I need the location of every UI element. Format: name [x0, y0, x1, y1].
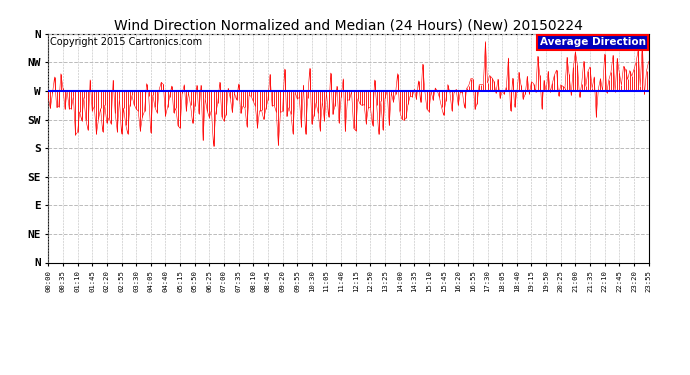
Text: Copyright 2015 Cartronics.com: Copyright 2015 Cartronics.com — [50, 37, 201, 47]
Text: Average Direction: Average Direction — [540, 37, 646, 47]
Title: Wind Direction Normalized and Median (24 Hours) (New) 20150224: Wind Direction Normalized and Median (24… — [114, 19, 583, 33]
